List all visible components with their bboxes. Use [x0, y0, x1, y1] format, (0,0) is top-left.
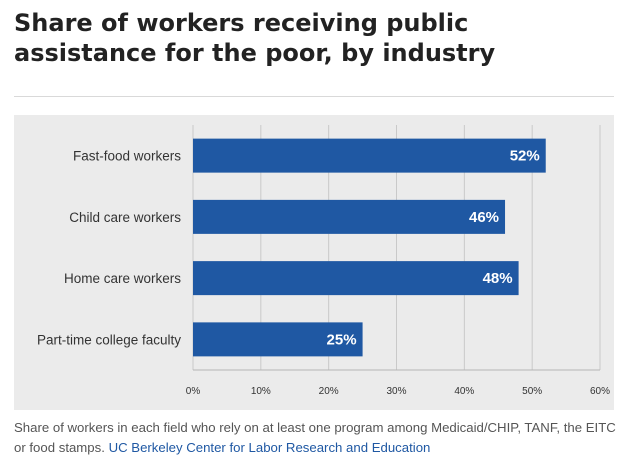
x-tick-label: 10%	[251, 386, 271, 397]
bar-value-label: 46%	[469, 209, 499, 226]
bar	[193, 261, 519, 296]
x-tick-label: 60%	[590, 386, 610, 397]
title-divider	[14, 96, 614, 97]
x-tick-label: 0%	[186, 386, 201, 397]
category-label: Part-time college faculty	[37, 332, 181, 347]
bar	[193, 199, 506, 234]
x-tick-label: 20%	[319, 386, 339, 397]
x-tick-label: 30%	[386, 386, 406, 397]
bar-value-label: 25%	[327, 331, 357, 348]
chart-caption: Share of workers in each field who rely …	[14, 418, 619, 458]
category-label: Child care workers	[69, 210, 181, 225]
chart-panel: 0% 10% 20% 30% 40% 50% 60% 52% Fast-food workers…	[14, 115, 614, 410]
x-tick-label: 40%	[454, 386, 474, 397]
x-tick-label: 50%	[522, 386, 542, 397]
category-label: Home care workers	[64, 271, 181, 286]
bar-chart: 0% 10% 20% 30% 40% 50% 60% 52% Fast-food workers…	[37, 125, 610, 397]
bar-value-label: 52%	[510, 148, 540, 165]
bar-value-label: 48%	[483, 270, 513, 287]
category-label: Fast-food workers	[73, 149, 181, 164]
chart-title: Share of workers receiving public assist…	[14, 9, 496, 67]
bar	[193, 138, 546, 173]
bar	[193, 322, 363, 357]
caption-text: Share of workers in each field who rely …	[14, 420, 616, 455]
source-link[interactable]: UC Berkeley Center for Labor Research an…	[108, 440, 431, 455]
